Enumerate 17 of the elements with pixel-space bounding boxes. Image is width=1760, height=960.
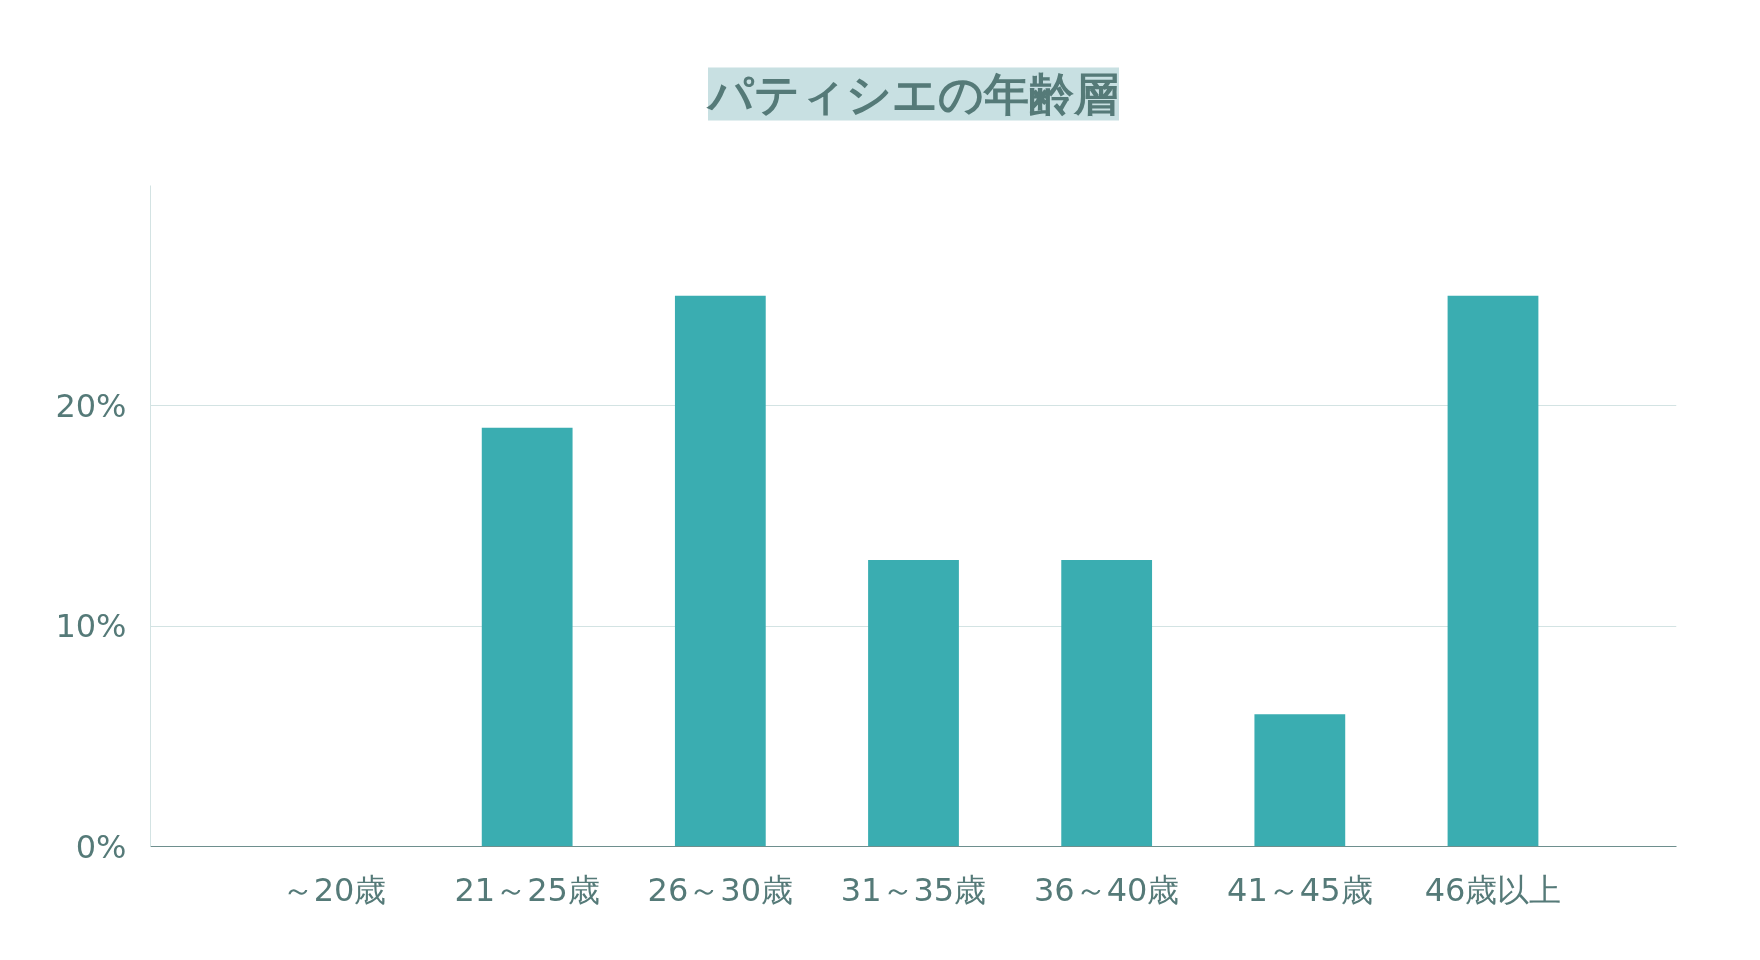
y-tick-label: 0% — [75, 827, 127, 866]
x-tick-label: 36～40歳 — [1033, 870, 1180, 909]
x-tick-label: 46歳以上 — [1424, 870, 1562, 909]
bar — [868, 560, 959, 847]
x-tick-label: 31～35歳 — [840, 870, 987, 909]
y-tick-label: 10% — [55, 607, 127, 646]
bar — [481, 427, 573, 847]
bar — [1254, 714, 1346, 847]
bar — [1447, 295, 1539, 847]
bar — [674, 295, 766, 847]
x-tick-label: 41～45歳 — [1227, 870, 1373, 909]
chart-title: パティシエの年齢層 — [706, 67, 1119, 121]
x-tick-label: 26～30歳 — [647, 870, 794, 909]
x-tick-label: 21～25歳 — [454, 870, 600, 909]
x-tick-label: ～20歳 — [281, 870, 387, 909]
y-tick-label: 20% — [55, 386, 127, 425]
bar — [1061, 560, 1153, 847]
